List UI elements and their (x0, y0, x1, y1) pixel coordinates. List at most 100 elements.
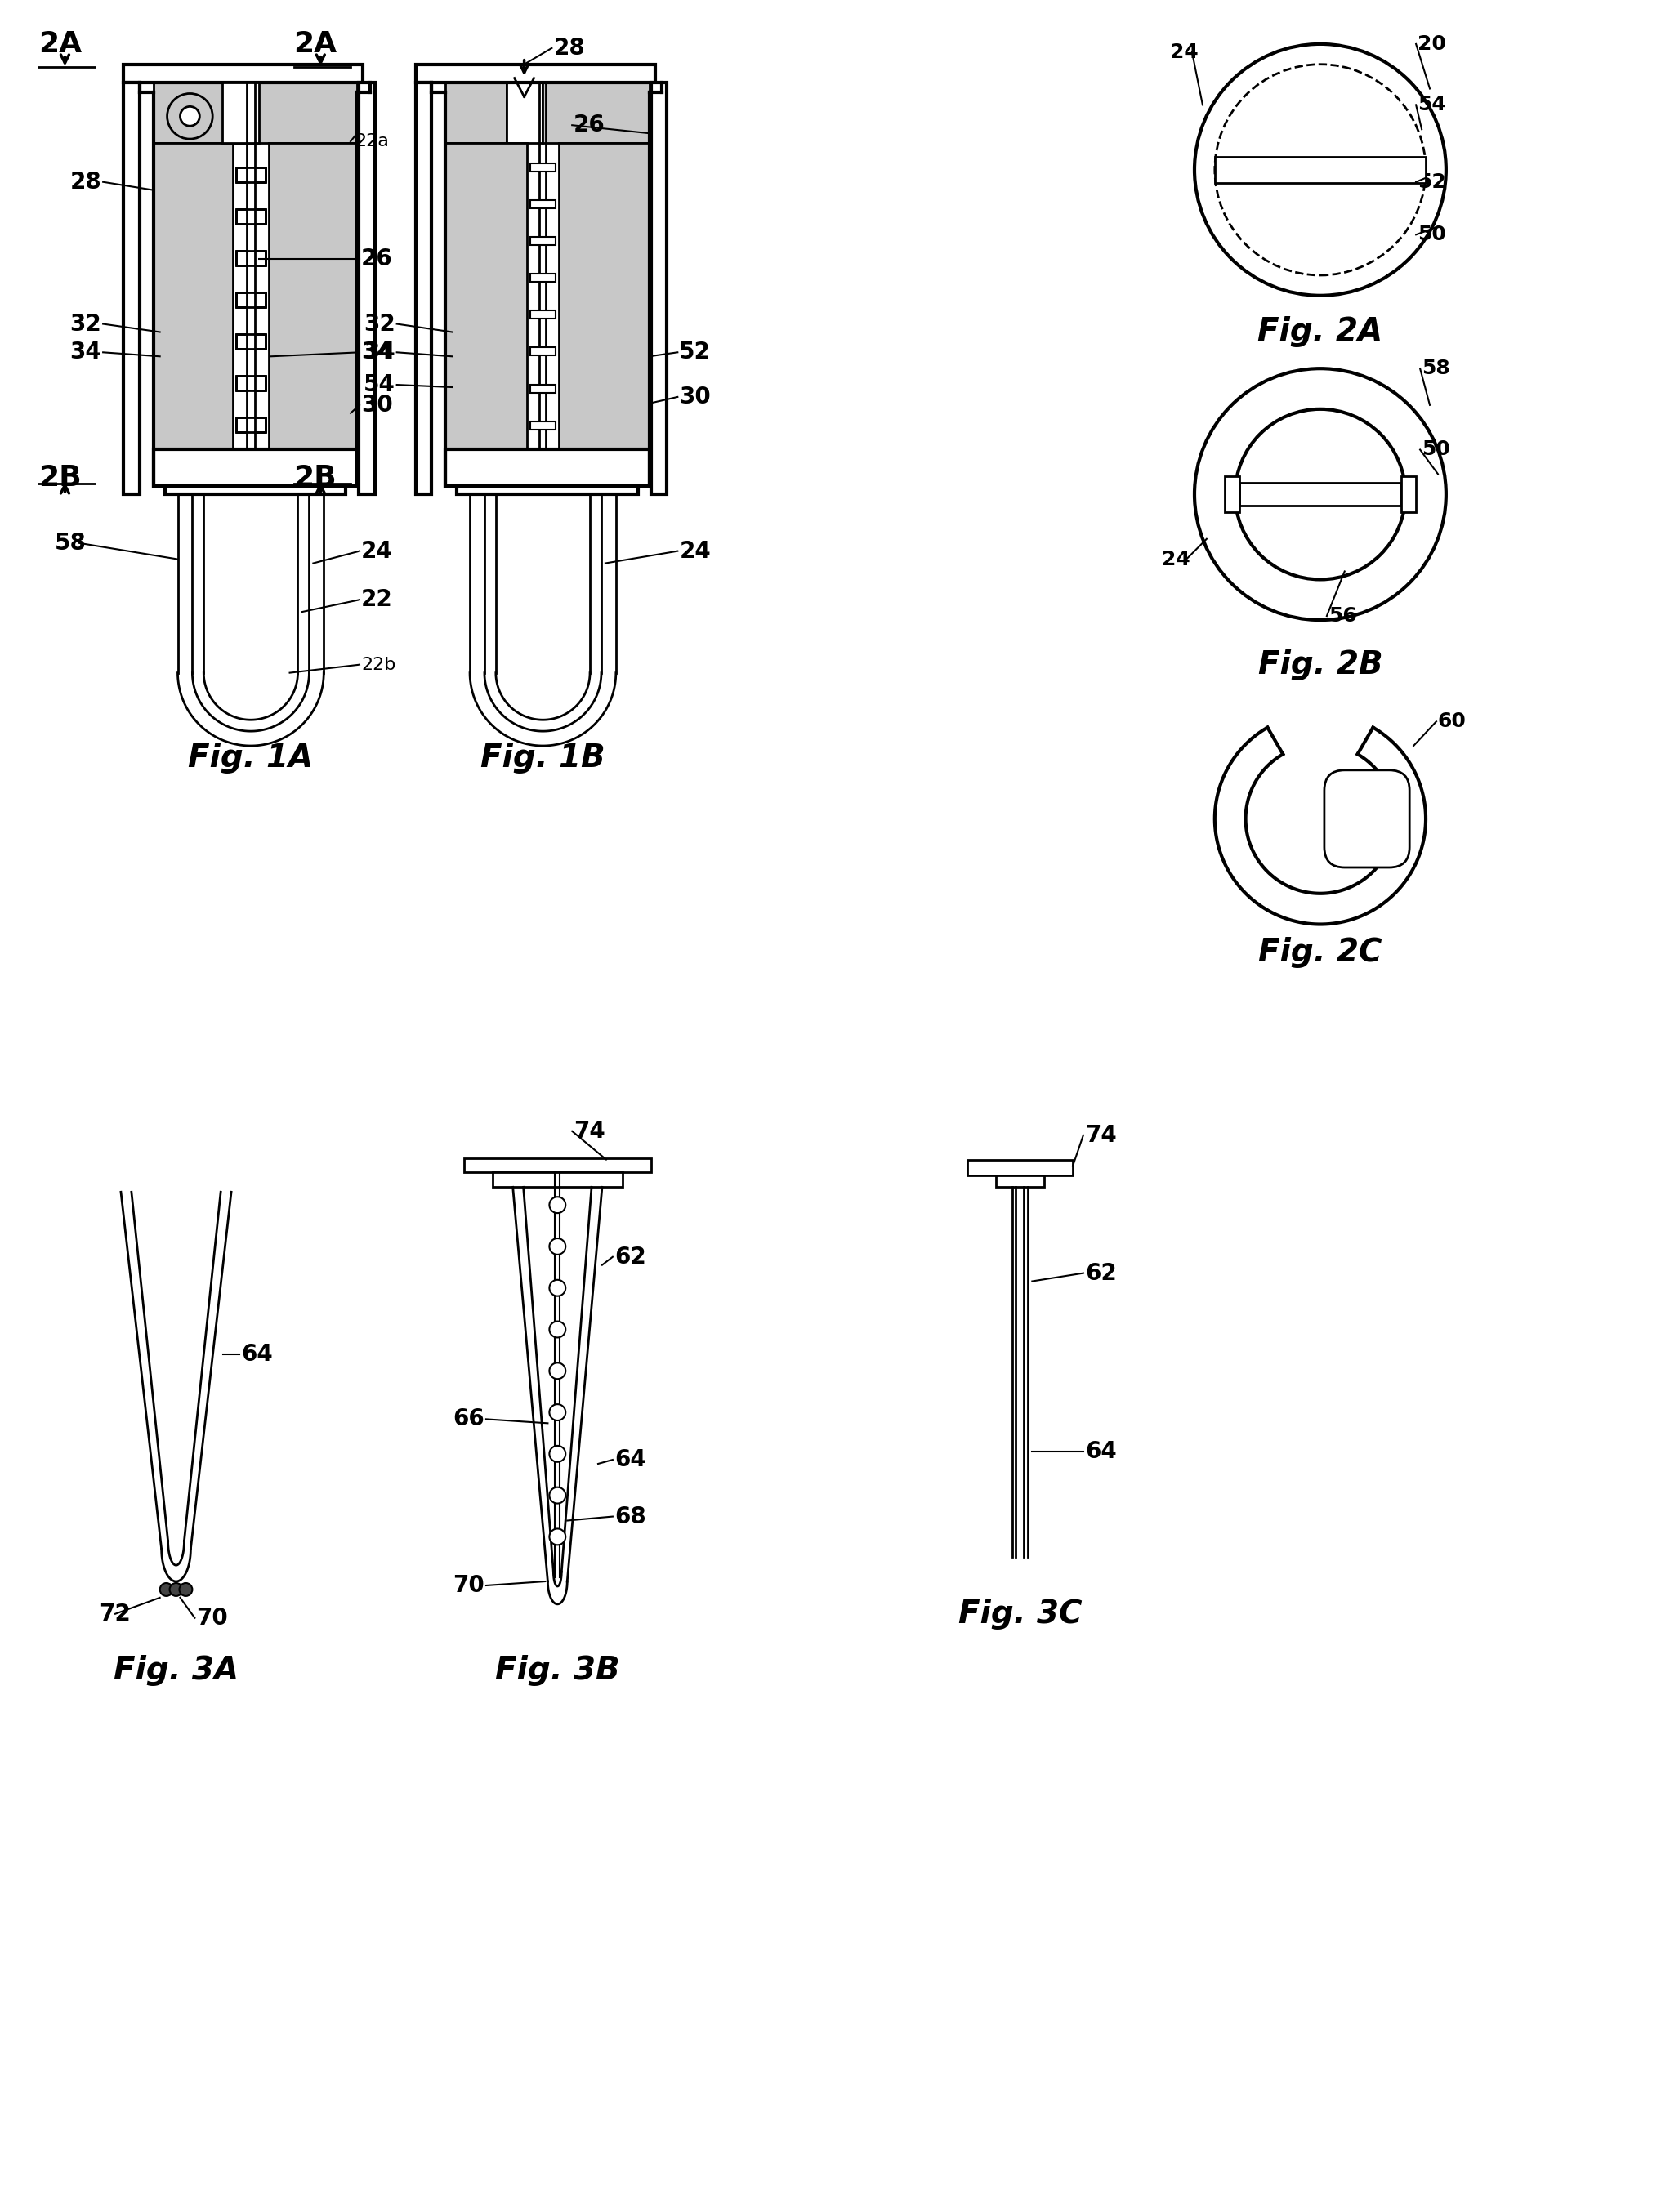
Bar (529, 347, 556, 356)
Bar (493, 1172, 623, 1188)
Text: 64: 64 (1086, 1440, 1117, 1462)
Circle shape (549, 1486, 566, 1504)
Bar (651, 82, 666, 493)
Bar (529, 199, 556, 208)
Text: 2B: 2B (294, 465, 337, 491)
Text: 28: 28 (553, 38, 584, 60)
Text: 30: 30 (361, 394, 392, 416)
Bar (124, 64, 362, 82)
Circle shape (1194, 44, 1446, 296)
Text: Fig. 3A: Fig. 3A (114, 1655, 239, 1686)
Circle shape (1236, 409, 1406, 580)
Text: 2A: 2A (294, 31, 337, 58)
Text: Fig. 2C: Fig. 2C (1259, 938, 1383, 969)
Circle shape (160, 1584, 172, 1597)
Circle shape (549, 1321, 566, 1338)
Text: 52: 52 (1418, 173, 1446, 192)
Bar (529, 164, 556, 170)
Text: 34: 34 (361, 341, 392, 363)
Bar (967, 1159, 1072, 1177)
Bar (235, 208, 266, 223)
Text: Fig. 1A: Fig. 1A (189, 743, 314, 774)
Circle shape (549, 1405, 566, 1420)
Bar (416, 82, 433, 493)
Text: 24: 24 (680, 540, 711, 562)
Bar (529, 385, 556, 392)
Bar (235, 250, 266, 265)
Bar (559, 144, 650, 449)
Text: 54: 54 (364, 374, 396, 396)
Circle shape (167, 93, 212, 139)
Text: 24: 24 (1162, 549, 1191, 568)
Bar (529, 310, 556, 319)
Text: 20: 20 (1418, 33, 1446, 53)
Circle shape (180, 106, 200, 126)
Bar (529, 274, 556, 281)
Bar (458, 487, 638, 493)
Text: 62: 62 (1086, 1261, 1117, 1285)
Bar (529, 420, 556, 429)
Text: 58: 58 (55, 531, 87, 555)
Circle shape (179, 1584, 192, 1597)
Text: 50: 50 (1418, 226, 1446, 246)
Bar (235, 376, 266, 389)
Text: 28: 28 (70, 170, 102, 192)
Text: 50: 50 (1421, 440, 1450, 460)
Circle shape (549, 1528, 566, 1544)
Bar (446, 82, 506, 144)
Text: 22a: 22a (354, 133, 389, 150)
Text: 26: 26 (361, 248, 392, 270)
Text: 74: 74 (574, 1119, 605, 1144)
Bar (359, 82, 374, 493)
Bar (154, 82, 357, 144)
Text: 64: 64 (615, 1449, 646, 1471)
Text: 68: 68 (615, 1504, 646, 1528)
Text: Fig. 3C: Fig. 3C (959, 1599, 1082, 1630)
Bar (165, 487, 346, 493)
Text: 60: 60 (1438, 712, 1466, 732)
Bar (995, 1177, 1044, 1188)
Bar (464, 1157, 651, 1172)
Circle shape (549, 1447, 566, 1462)
Text: 22: 22 (361, 588, 392, 611)
Text: 58: 58 (1421, 358, 1450, 378)
Bar (235, 334, 266, 349)
Bar (543, 82, 650, 144)
Text: Fig. 3B: Fig. 3B (494, 1655, 620, 1686)
Text: Fig. 2B: Fig. 2B (1258, 648, 1383, 679)
Bar (446, 449, 650, 487)
Text: Fig. 2A: Fig. 2A (1258, 316, 1383, 347)
Bar (506, 82, 543, 144)
Bar (446, 144, 526, 449)
Circle shape (549, 1363, 566, 1378)
Text: 62: 62 (615, 1245, 646, 1267)
Bar (1214, 157, 1426, 184)
Bar (154, 144, 232, 449)
Text: 72: 72 (99, 1601, 130, 1626)
Text: 24: 24 (361, 540, 392, 562)
Bar (154, 449, 357, 487)
Bar (529, 237, 556, 246)
Bar (1224, 476, 1239, 513)
Bar (1239, 482, 1401, 507)
Text: 52: 52 (680, 341, 711, 363)
Text: 56: 56 (1328, 606, 1356, 626)
Text: 32: 32 (70, 312, 102, 336)
Text: 70: 70 (197, 1606, 229, 1630)
Circle shape (549, 1281, 566, 1296)
Text: 54: 54 (1418, 95, 1446, 115)
Text: 34: 34 (364, 341, 396, 363)
Text: 34: 34 (70, 341, 102, 363)
Text: 30: 30 (680, 385, 711, 409)
Text: 32: 32 (364, 312, 396, 336)
Text: 64: 64 (240, 1343, 272, 1365)
Bar (222, 82, 259, 144)
Text: 24: 24 (1171, 42, 1199, 62)
Bar (1401, 476, 1416, 513)
Bar (235, 168, 266, 181)
Bar (416, 64, 655, 82)
Bar (269, 144, 357, 449)
Text: 26: 26 (574, 113, 605, 137)
Circle shape (1194, 369, 1446, 619)
Text: 74: 74 (1086, 1124, 1117, 1146)
